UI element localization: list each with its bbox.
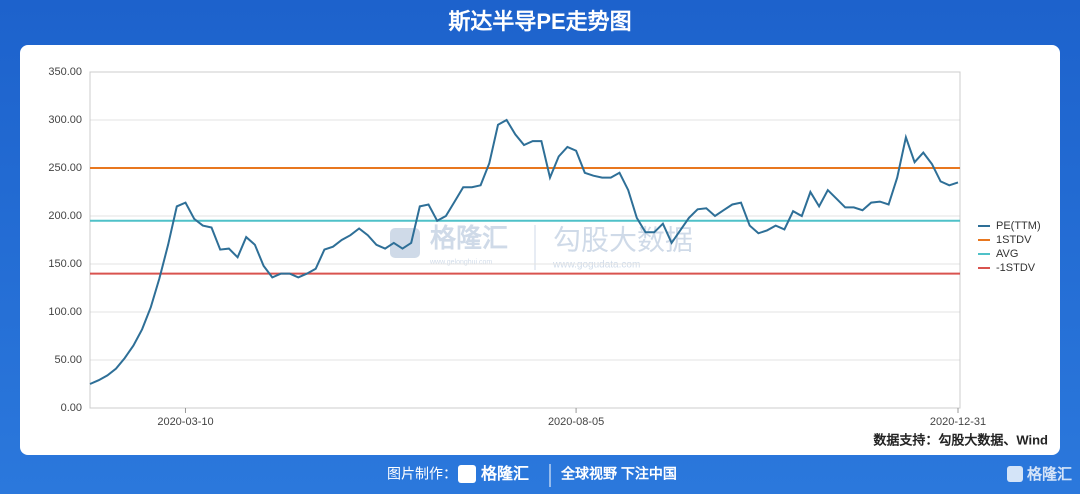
corner-logo-icon xyxy=(1007,466,1023,482)
y-tick-label: 250.00 xyxy=(48,162,82,174)
source: 数据支持：勾股大数据、Wind xyxy=(873,432,1048,447)
x-tick-label: 2020-03-10 xyxy=(157,416,213,428)
legend-label: 1STDV xyxy=(996,234,1032,246)
corner-logo: 格隆汇 xyxy=(1027,465,1072,483)
footer-slogan: 全球视野 下注中国 xyxy=(560,466,677,482)
watermark-brand-url: www.gelonghui.com xyxy=(429,259,492,266)
x-tick-label: 2020-08-05 xyxy=(548,416,604,428)
watermark-data-brand: 勾股大数据 xyxy=(553,224,693,255)
y-tick-label: 300.00 xyxy=(48,114,82,126)
chart-title: 斯达半导PE走势图 xyxy=(448,9,631,34)
y-tick-label: 50.00 xyxy=(54,354,82,366)
panel xyxy=(20,45,1060,455)
y-tick-label: 0.00 xyxy=(61,402,82,414)
watermark-brand: 格隆汇 xyxy=(430,223,508,253)
y-tick-label: 350.00 xyxy=(48,66,82,78)
plot-border xyxy=(89,71,961,409)
x-tick-label: 2020-12-31 xyxy=(930,416,986,428)
watermark-data-url: www.gogudata.com xyxy=(552,260,640,271)
footer-made-by: 图片制作： xyxy=(387,466,457,482)
footer-logo: 格隆汇 xyxy=(481,464,529,483)
legend-label: AVG xyxy=(996,248,1018,260)
footer-logo-icon xyxy=(458,465,476,483)
legend-label: PE(TTM) xyxy=(996,220,1041,232)
y-tick-label: 150.00 xyxy=(48,258,82,270)
y-tick-label: 200.00 xyxy=(48,210,82,222)
pe-line xyxy=(89,118,959,385)
legend-label: -1STDV xyxy=(996,262,1036,274)
y-tick-label: 100.00 xyxy=(48,306,82,318)
